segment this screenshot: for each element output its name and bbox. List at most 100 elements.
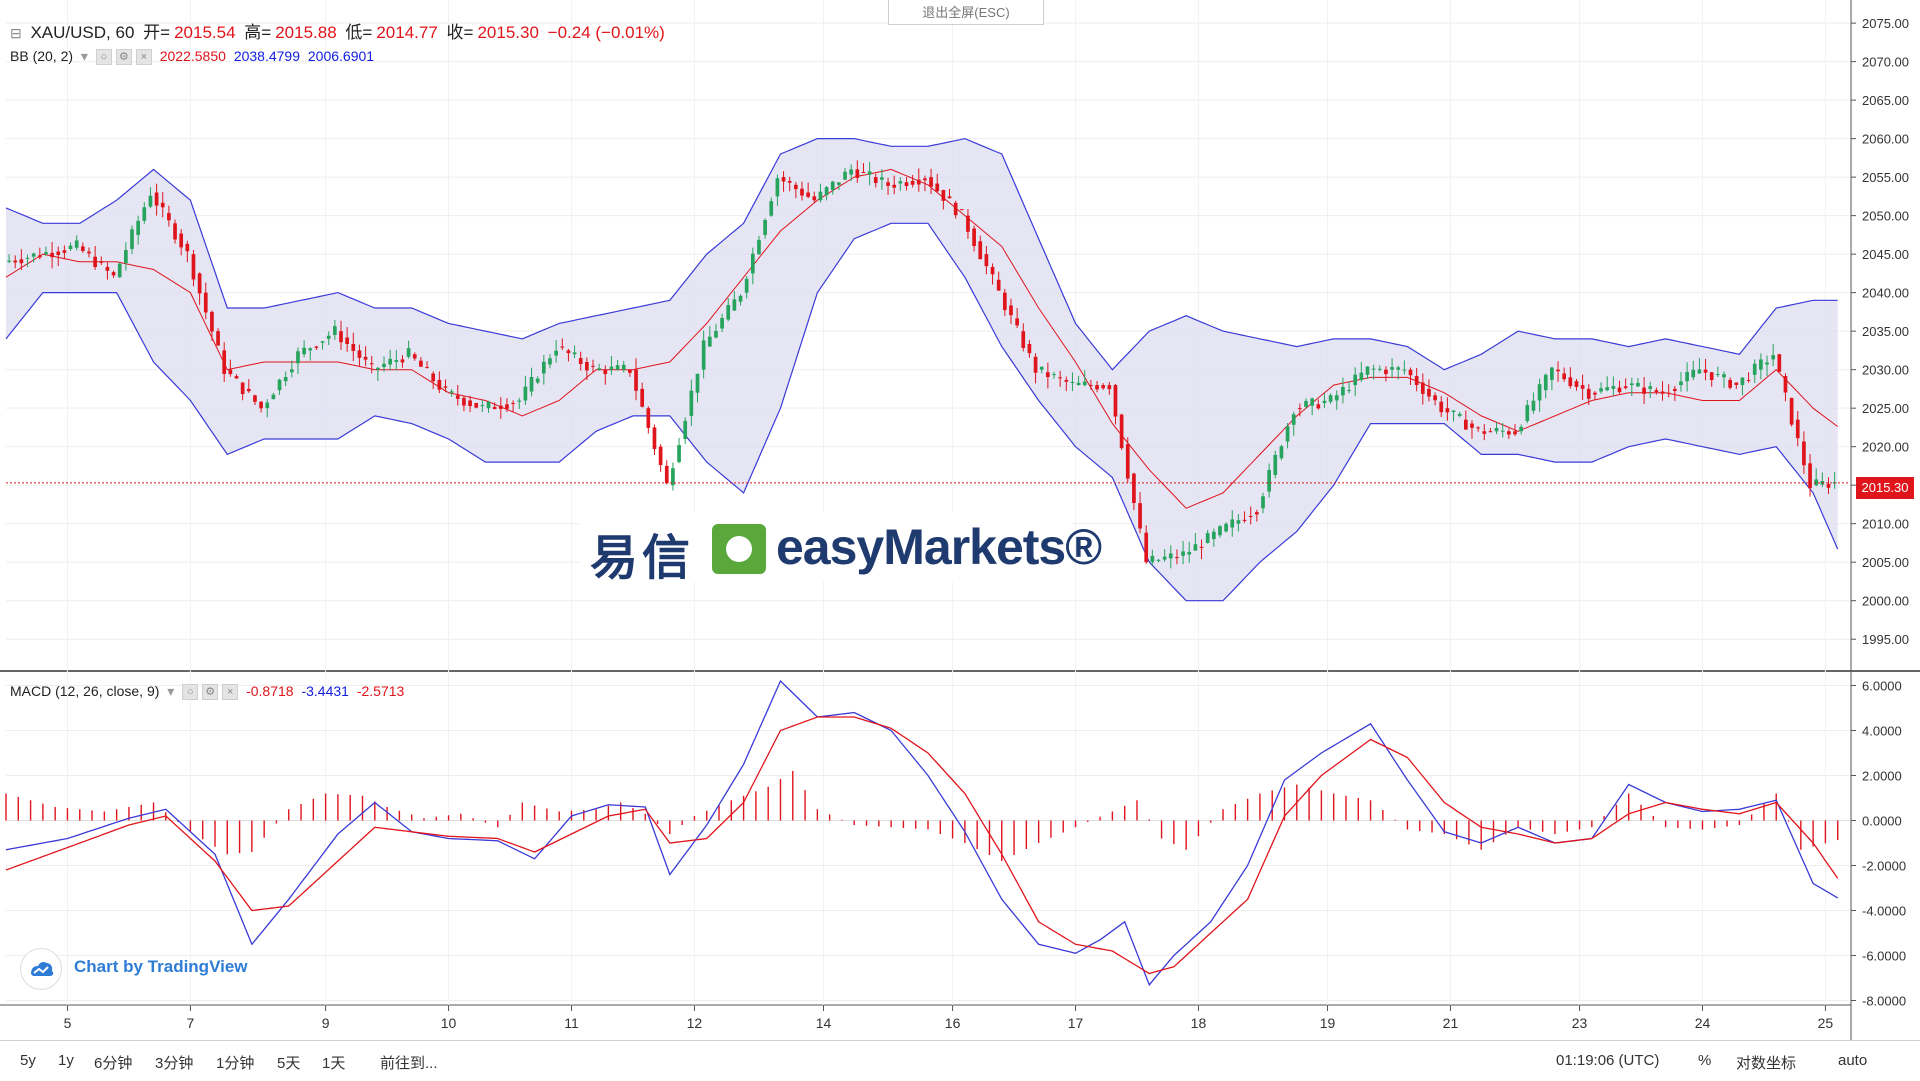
candle-body [345, 337, 349, 344]
auto-scale-toggle[interactable]: auto [1838, 1052, 1868, 1069]
tradingview-credit-link[interactable]: Chart by TradingView [74, 957, 248, 976]
candle-body [486, 401, 491, 409]
candle-body [210, 311, 214, 332]
close-icon[interactable]: × [135, 49, 152, 66]
macd-axis-label: 2.0000 [1862, 769, 1902, 784]
symbol-label[interactable]: XAU/USD, 60 [30, 23, 135, 42]
candle-body [1740, 377, 1745, 386]
candle-body [892, 184, 897, 188]
symbol-legend: ⊟ XAU/USD, 60 开= 2015.54 高= 2015.88 低= 2014… [10, 18, 669, 43]
macd-axis-label: 6.0000 [1862, 679, 1902, 694]
candle-body [695, 373, 700, 393]
candle-body [990, 266, 995, 275]
candle-body [1261, 496, 1265, 509]
exit-fullscreen-button[interactable]: 退出全屏(ESC) [888, 0, 1044, 25]
goto-date-button[interactable]: 前往到... [380, 1055, 438, 1072]
candle-body [1599, 388, 1603, 392]
dropdown-icon[interactable]: ▾ [80, 48, 88, 64]
time-axis-label: 10 [441, 1015, 457, 1031]
bb-label[interactable]: BB (20, 2) [10, 48, 74, 64]
candle-body [1242, 519, 1247, 521]
candle-body [216, 331, 220, 346]
candle-body [984, 254, 989, 267]
candle-body [412, 354, 417, 359]
time-axis-label: 16 [945, 1015, 961, 1031]
candle-body [1076, 382, 1081, 386]
candle-body [1371, 368, 1376, 370]
candle-body [437, 379, 442, 390]
clock-time[interactable]: 01:19:06 (UTC) [1556, 1052, 1660, 1069]
range-1d-button[interactable]: 1天 [322, 1055, 346, 1072]
candle-body [529, 376, 534, 392]
price-axis-label: 2050.00 [1862, 209, 1909, 224]
candle-body [1021, 331, 1026, 348]
candle-body [935, 183, 940, 192]
macd-axis-label: -2.0000 [1862, 859, 1906, 874]
candle-body [363, 356, 368, 360]
candle-body [1672, 388, 1677, 391]
candle-body [658, 446, 663, 466]
candle-body [1279, 446, 1284, 459]
candle-body [904, 182, 909, 187]
candle-body [50, 252, 54, 258]
range-3min-button[interactable]: 3分钟 [155, 1055, 194, 1072]
gear-icon[interactable]: ⚙ [202, 684, 219, 701]
candle-body [1132, 473, 1136, 504]
percent-scale-toggle[interactable]: % [1698, 1052, 1712, 1069]
candle-body [929, 177, 933, 187]
candle-body [1746, 379, 1751, 381]
close-value: 2015.30 [477, 23, 539, 42]
candle-body [474, 403, 479, 408]
time-axis-label: 19 [1320, 1015, 1336, 1031]
candle-body [505, 404, 509, 409]
eye-icon[interactable]: ○ [182, 684, 199, 701]
eye-icon[interactable]: ○ [95, 49, 112, 66]
log-scale-toggle[interactable]: 对数坐标 [1736, 1055, 1797, 1072]
candle-body [173, 223, 177, 240]
candle-body [769, 201, 774, 216]
range-1y-button[interactable]: 1y [58, 1052, 74, 1069]
candle-body [62, 250, 67, 253]
candle-body [142, 207, 147, 221]
candle-body [603, 369, 608, 375]
candle-body [1414, 376, 1419, 386]
price-axis-label: 2005.00 [1862, 555, 1909, 570]
candle-body [296, 351, 300, 364]
macd-label[interactable]: MACD (12, 26, close, 9) [10, 683, 160, 699]
candle-body [1734, 382, 1739, 385]
candle-body [1095, 385, 1099, 390]
candle-body [1070, 381, 1075, 383]
open-value: 2015.54 [174, 23, 236, 42]
candle-body [240, 382, 245, 395]
range-5d-button[interactable]: 5天 [277, 1055, 301, 1072]
range-1min-button[interactable]: 1分钟 [216, 1055, 255, 1072]
candle-body [1445, 408, 1450, 413]
bb-lower-line [5, 222, 1839, 602]
price-axis-label: 2035.00 [1862, 324, 1909, 339]
candle-body [1488, 431, 1493, 433]
candle-body [179, 233, 184, 248]
collapse-icon[interactable]: ⊟ [10, 25, 22, 41]
tradingview-cloud-icon[interactable] [20, 948, 62, 990]
dropdown-icon[interactable]: ▾ [167, 683, 175, 699]
range-6min-button[interactable]: 6分钟 [94, 1055, 133, 1072]
candle-body [1654, 390, 1659, 392]
bb-legend: BB (20, 2) ▾ ○ ⚙ × 2022.5850 2038.4799 200… [10, 48, 378, 66]
candle-body [31, 253, 36, 257]
candle-body [130, 229, 134, 250]
candle-body [1285, 426, 1290, 442]
close-icon[interactable]: × [222, 684, 239, 701]
candle-body [523, 386, 528, 401]
candle-body [1470, 423, 1474, 428]
gear-icon[interactable]: ⚙ [115, 49, 132, 66]
chart-canvas[interactable]: 1995.002000.002005.002010.002015.002020.… [0, 0, 1920, 1040]
candle-body [1230, 519, 1235, 528]
range-5y-button[interactable]: 5y [20, 1052, 36, 1069]
candle-body [1808, 463, 1812, 489]
candle-body [1181, 551, 1185, 556]
candle-body [1082, 381, 1087, 386]
watermark-chinese: 易信 [590, 532, 695, 585]
time-axis-label: 21 [1443, 1015, 1459, 1031]
candle-body [923, 178, 927, 181]
candle-body [302, 347, 306, 355]
